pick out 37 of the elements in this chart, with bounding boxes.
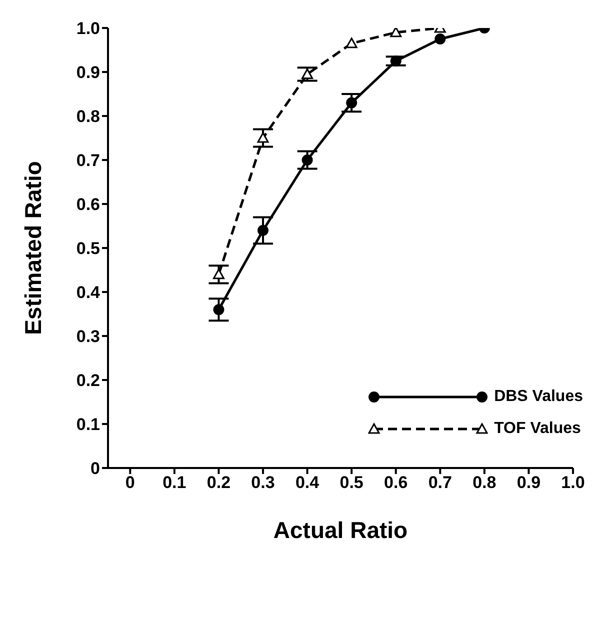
y-tick-label: 0.1 bbox=[76, 415, 100, 434]
x-tick-label: 0.2 bbox=[206, 473, 231, 492]
point bbox=[302, 68, 314, 79]
x-tick-label: 0.3 bbox=[251, 473, 275, 492]
x-tick-label: 0.4 bbox=[295, 473, 320, 492]
legend-label: TOF Values bbox=[494, 420, 581, 438]
y-axis-title: Estimated Ratio bbox=[20, 161, 46, 335]
x-tick-label: 0 bbox=[125, 473, 135, 492]
y-tick-label: 1.0 bbox=[76, 19, 100, 38]
legend-label: DBS Values bbox=[494, 388, 583, 406]
y-tick-label: 0.9 bbox=[76, 63, 100, 82]
point bbox=[390, 28, 402, 38]
y-tick-label: 0.5 bbox=[76, 239, 100, 258]
x-tick-label: 0.6 bbox=[384, 473, 408, 492]
y-tick-label: 0.2 bbox=[76, 371, 100, 390]
point bbox=[258, 224, 268, 236]
point bbox=[302, 154, 313, 166]
y-tick-label: 0.8 bbox=[76, 107, 100, 126]
point bbox=[257, 132, 269, 143]
y-tick-label: 0.7 bbox=[76, 151, 100, 170]
x-tick-label: 0.9 bbox=[516, 473, 541, 492]
point bbox=[212, 268, 224, 280]
x-tick-label: 0.1 bbox=[162, 473, 186, 492]
point bbox=[346, 38, 358, 48]
x-tick-label: 1.0 bbox=[561, 473, 585, 492]
point bbox=[346, 97, 358, 108]
y-tick-label: 0.4 bbox=[76, 283, 101, 302]
point bbox=[390, 56, 402, 66]
y-tick-label: 0 bbox=[90, 459, 100, 478]
point bbox=[434, 34, 446, 44]
x-axis-title: Actual Ratio bbox=[273, 517, 408, 543]
y-tick-label: 0.6 bbox=[76, 195, 100, 214]
y-tick-label: 0.3 bbox=[76, 327, 100, 346]
point bbox=[213, 304, 224, 316]
x-tick-label: 0.7 bbox=[428, 473, 452, 492]
x-tick-label: 0.8 bbox=[472, 473, 496, 492]
x-tick-label: 0.5 bbox=[340, 473, 364, 492]
